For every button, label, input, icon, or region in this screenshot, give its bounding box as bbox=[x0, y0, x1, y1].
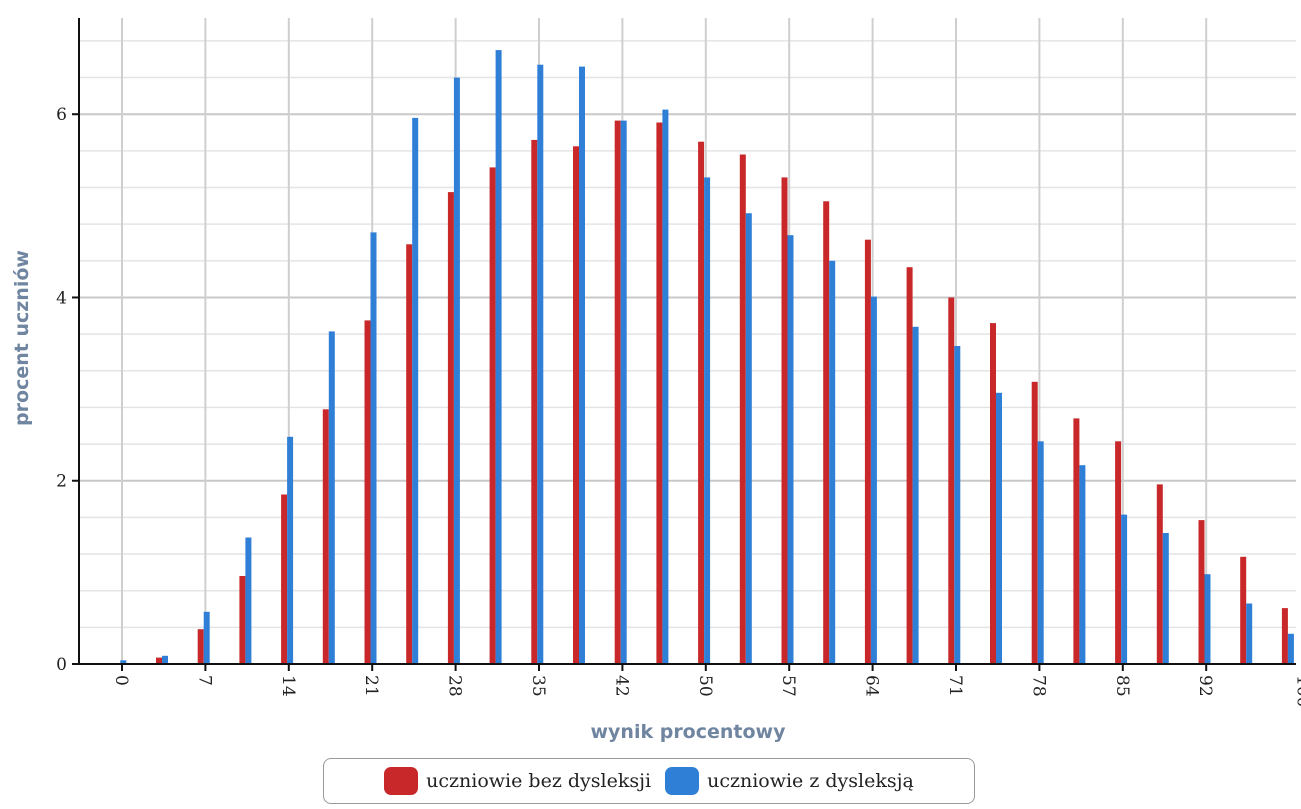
x-tick-label: 92 bbox=[1195, 675, 1215, 697]
y-tick-label: 0 bbox=[56, 655, 67, 675]
legend-swatch-red bbox=[384, 767, 419, 795]
bar-dyslexia bbox=[620, 120, 627, 665]
x-tick-label: 42 bbox=[611, 675, 631, 697]
bar-no-dyslexia bbox=[1115, 441, 1122, 664]
bar-dyslexia bbox=[1121, 514, 1128, 664]
bar-dyslexia bbox=[579, 66, 585, 665]
legend-label-no-dyslexia: uczniowie bez dysleksji bbox=[426, 770, 652, 792]
bar-dyslexia bbox=[704, 177, 711, 664]
bar-no-dyslexia bbox=[197, 629, 204, 664]
bar-no-dyslexia bbox=[698, 141, 705, 664]
x-tick-label: 71 bbox=[945, 675, 965, 697]
bar-dyslexia bbox=[1079, 465, 1086, 664]
x-tick-label: 78 bbox=[1028, 675, 1048, 697]
bar-no-dyslexia bbox=[656, 122, 663, 664]
legend-item-dyslexia: uczniowie z dysleksją bbox=[665, 767, 914, 795]
y-tick-label: 2 bbox=[56, 472, 67, 492]
bar-dyslexia bbox=[162, 655, 168, 664]
bar-no-dyslexia bbox=[156, 657, 162, 664]
bar-no-dyslexia bbox=[864, 239, 871, 664]
legend-swatch-blue bbox=[665, 767, 700, 795]
x-tick-label: 28 bbox=[445, 675, 465, 697]
bar-no-dyslexia bbox=[823, 201, 830, 665]
bar-no-dyslexia bbox=[614, 120, 621, 665]
bar-dyslexia bbox=[412, 117, 419, 664]
bar-no-dyslexia bbox=[739, 154, 746, 664]
bar-no-dyslexia bbox=[1198, 520, 1205, 664]
bar-dyslexia bbox=[120, 660, 127, 664]
x-tick-labels: 0 7 14 21 28 35 42 50 57 64 71 78 85 92 100 bbox=[111, 675, 1301, 707]
legend-label-dyslexia: uczniowie z dysleksją bbox=[707, 770, 914, 792]
bar-no-dyslexia bbox=[573, 146, 579, 665]
x-tick-label: 21 bbox=[361, 675, 381, 697]
bar-dyslexia bbox=[287, 436, 294, 664]
x-tick-label: 57 bbox=[778, 675, 798, 697]
bar-no-dyslexia bbox=[489, 167, 496, 664]
bar-no-dyslexia bbox=[406, 244, 413, 665]
bar-no-dyslexia bbox=[1031, 381, 1038, 664]
y-tick-label: 4 bbox=[56, 288, 67, 308]
bar-no-dyslexia bbox=[239, 576, 246, 664]
x-tick-label: 7 bbox=[194, 675, 214, 686]
bar-no-dyslexia bbox=[364, 320, 371, 664]
bar-dyslexia bbox=[829, 260, 836, 664]
x-tick-label: 35 bbox=[528, 675, 548, 697]
bar-no-dyslexia bbox=[1240, 556, 1247, 664]
bar-dyslexia bbox=[1287, 633, 1294, 664]
bar-dyslexia bbox=[912, 326, 919, 664]
bar-dyslexia bbox=[370, 232, 377, 664]
bar-no-dyslexia bbox=[781, 177, 788, 664]
bar-dyslexia bbox=[537, 64, 544, 664]
bar-dyslexia bbox=[1204, 574, 1211, 664]
bar-dyslexia bbox=[745, 213, 752, 664]
y-tick-label: 6 bbox=[56, 105, 67, 125]
legend: uczniowie bez dysleksji uczniowie z dysl… bbox=[323, 758, 975, 804]
y-tick-labels: 0 2 4 6 bbox=[56, 105, 67, 675]
bar-dyslexia bbox=[954, 346, 961, 664]
x-tick-label: 50 bbox=[695, 675, 715, 697]
bar-no-dyslexia bbox=[281, 494, 288, 664]
bar-no-dyslexia bbox=[1281, 608, 1288, 664]
bar-dyslexia bbox=[662, 109, 669, 665]
bar-dyslexia bbox=[453, 77, 460, 665]
bar-no-dyslexia bbox=[906, 267, 913, 664]
bar-dyslexia bbox=[1246, 603, 1253, 664]
bar-dyslexia bbox=[870, 296, 877, 664]
bar-dyslexia bbox=[245, 537, 252, 664]
y-axis-title: procent uczniów bbox=[11, 250, 33, 426]
x-axis-title: wynik procentowy bbox=[590, 721, 786, 743]
x-tick-label: 0 bbox=[111, 675, 131, 686]
x-tick-label: 14 bbox=[278, 675, 298, 697]
bar-no-dyslexia bbox=[948, 297, 955, 664]
bar-dyslexia bbox=[328, 331, 335, 664]
bars bbox=[120, 50, 1294, 665]
bar-dyslexia bbox=[1037, 441, 1044, 664]
x-tick-label: 100 bbox=[1292, 675, 1301, 707]
x-tick-label: 64 bbox=[862, 675, 882, 697]
bar-no-dyslexia bbox=[1073, 418, 1080, 664]
bar-no-dyslexia bbox=[531, 139, 538, 664]
bar-dyslexia bbox=[495, 50, 502, 665]
x-tick-label: 85 bbox=[1112, 675, 1132, 697]
bar-dyslexia bbox=[203, 611, 210, 664]
bar-no-dyslexia bbox=[1156, 484, 1163, 664]
bar-dyslexia bbox=[996, 392, 1002, 664]
axes bbox=[72, 18, 1296, 671]
bar-dyslexia bbox=[787, 235, 794, 664]
bar-no-dyslexia bbox=[447, 192, 454, 664]
legend-item-no-dyslexia: uczniowie bez dysleksji bbox=[384, 767, 651, 795]
bar-no-dyslexia bbox=[990, 323, 996, 664]
bar-no-dyslexia bbox=[322, 409, 329, 664]
bar-dyslexia bbox=[1162, 533, 1169, 664]
